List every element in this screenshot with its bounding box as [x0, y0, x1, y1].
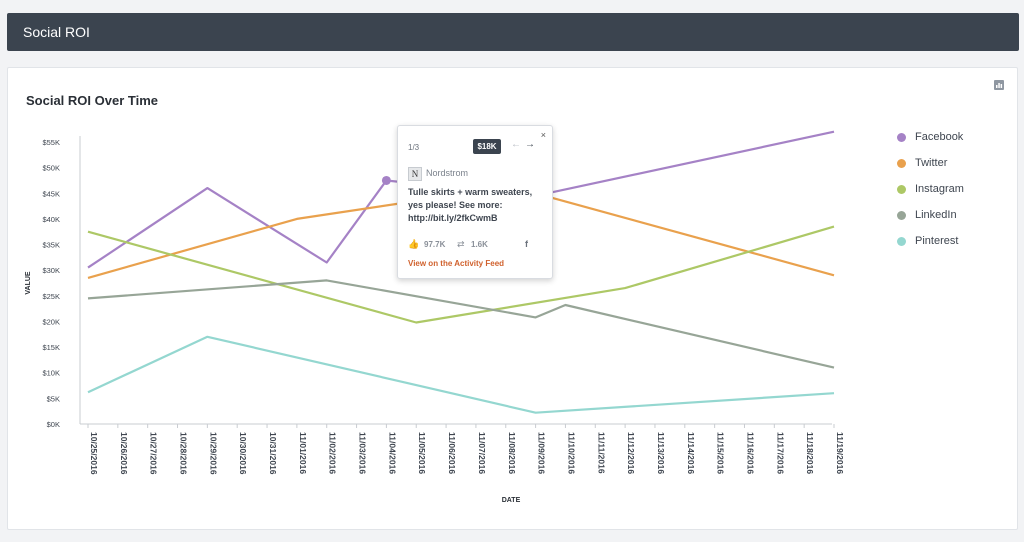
x-tick-label: 11/09/2016	[537, 432, 547, 474]
series-line-instagram	[87, 225, 835, 324]
page-title: Social ROI	[23, 24, 90, 40]
post-stats: 👍 97.7K ⇄ 1.6K f	[408, 239, 542, 251]
legend-label: Twitter	[915, 157, 948, 169]
x-tick-label: 11/19/2016	[835, 432, 845, 474]
brand-logo: N	[408, 167, 422, 181]
y-tick-label: $50K	[42, 164, 60, 173]
y-axis-title: VALUE	[25, 271, 32, 295]
x-tick-label: 10/26/2016	[119, 432, 129, 475]
x-tick-label: 11/15/2016	[716, 432, 726, 474]
x-tick-label: 10/28/2016	[179, 432, 189, 475]
x-tick-label: 10/25/2016	[89, 432, 99, 475]
y-tick-label: $35K	[42, 241, 60, 250]
y-tick-label: $0K	[47, 420, 60, 429]
activity-feed-link[interactable]: View on the Activity Feed	[408, 259, 505, 268]
legend-item-instagram[interactable]: Instagram	[897, 176, 964, 202]
highlight-point	[381, 175, 391, 185]
legend-swatch	[897, 132, 906, 142]
post-text: Tulle skirts + warm sweaters, yes please…	[408, 187, 533, 223]
share-icon: ⇄	[457, 239, 465, 249]
x-tick-label: 11/02/2016	[328, 432, 338, 474]
value-badge: $18K	[473, 139, 501, 154]
legend-item-pinterest[interactable]: Pinterest	[897, 228, 964, 254]
legend-label: LinkedIn	[915, 209, 957, 221]
x-tick-label: 11/06/2016	[447, 432, 457, 474]
x-tick-label: 11/12/2016	[626, 432, 636, 474]
legend-item-facebook[interactable]: Facebook	[897, 124, 964, 150]
likes-count: 97.7K	[424, 240, 446, 249]
y-tick-label: $10K	[42, 369, 60, 378]
x-tick-label: 10/27/2016	[149, 432, 159, 475]
x-tick-label: 11/10/2016	[566, 432, 576, 474]
shares-count: 1.6K	[471, 240, 488, 249]
x-tick-label: 11/11/2016	[596, 432, 606, 474]
legend-swatch	[897, 236, 906, 246]
tooltip-pager: 1/3	[408, 143, 420, 152]
x-tick-label: 11/07/2016	[477, 432, 487, 474]
legend-item-twitter[interactable]: Twitter	[897, 150, 964, 176]
series-line-linkedin	[87, 279, 835, 369]
x-tick-label: 11/14/2016	[686, 432, 696, 474]
x-axis-title: DATE	[502, 497, 521, 504]
x-tick-label: 11/13/2016	[656, 432, 666, 474]
arrow-left-icon[interactable]: ←	[511, 139, 521, 150]
arrow-right-icon[interactable]: →	[525, 139, 535, 150]
brand-name: Nordstrom	[426, 168, 469, 178]
legend-label: Instagram	[915, 183, 964, 195]
legend-swatch	[897, 210, 906, 220]
x-tick-label: 11/17/2016	[775, 432, 785, 474]
legend-swatch	[897, 158, 906, 168]
close-icon[interactable]: ×	[540, 130, 546, 140]
x-tick-label: 10/31/2016	[268, 432, 278, 475]
thumbs-up-icon: 👍	[408, 239, 420, 249]
legend-label: Facebook	[915, 131, 964, 143]
x-tick-label: 10/29/2016	[208, 432, 218, 475]
bar-chart-icon[interactable]	[994, 80, 1004, 90]
x-tick-label: 11/08/2016	[507, 432, 517, 474]
x-tick-label: 11/03/2016	[358, 432, 368, 474]
x-tick-label: 11/18/2016	[805, 432, 815, 474]
x-tick-label: 11/04/2016	[387, 432, 397, 474]
x-tick-label: 11/01/2016	[298, 432, 308, 474]
series-line-facebook	[87, 130, 835, 269]
series-line-pinterest	[87, 335, 835, 414]
y-tick-label: $30K	[42, 266, 60, 275]
chart-legend: Facebook Twitter Instagram LinkedIn Pinteres…	[897, 124, 964, 254]
y-tick-label: $5K	[47, 394, 60, 403]
x-tick-label: 11/05/2016	[417, 432, 427, 474]
y-tick-label: $20K	[42, 317, 60, 326]
chart-title: Social ROI Over Time	[26, 93, 158, 108]
y-tick-label: $55K	[42, 138, 60, 147]
y-tick-label: $15K	[42, 343, 60, 352]
y-tick-label: $25K	[42, 292, 60, 301]
y-tick-label: $40K	[42, 215, 60, 224]
y-tick-label: $45K	[42, 189, 60, 198]
x-tick-label: 10/30/2016	[238, 432, 248, 475]
legend-label: Pinterest	[915, 235, 959, 247]
post-tooltip: × 1/3 $18K ← → N Nordstrom Tulle skirts …	[397, 125, 553, 279]
page-header: Social ROI	[7, 13, 1019, 51]
legend-swatch	[897, 184, 906, 194]
legend-item-linkedin[interactable]: LinkedIn	[897, 202, 964, 228]
x-tick-label: 11/16/2016	[745, 432, 755, 474]
facebook-icon: f	[525, 239, 528, 249]
